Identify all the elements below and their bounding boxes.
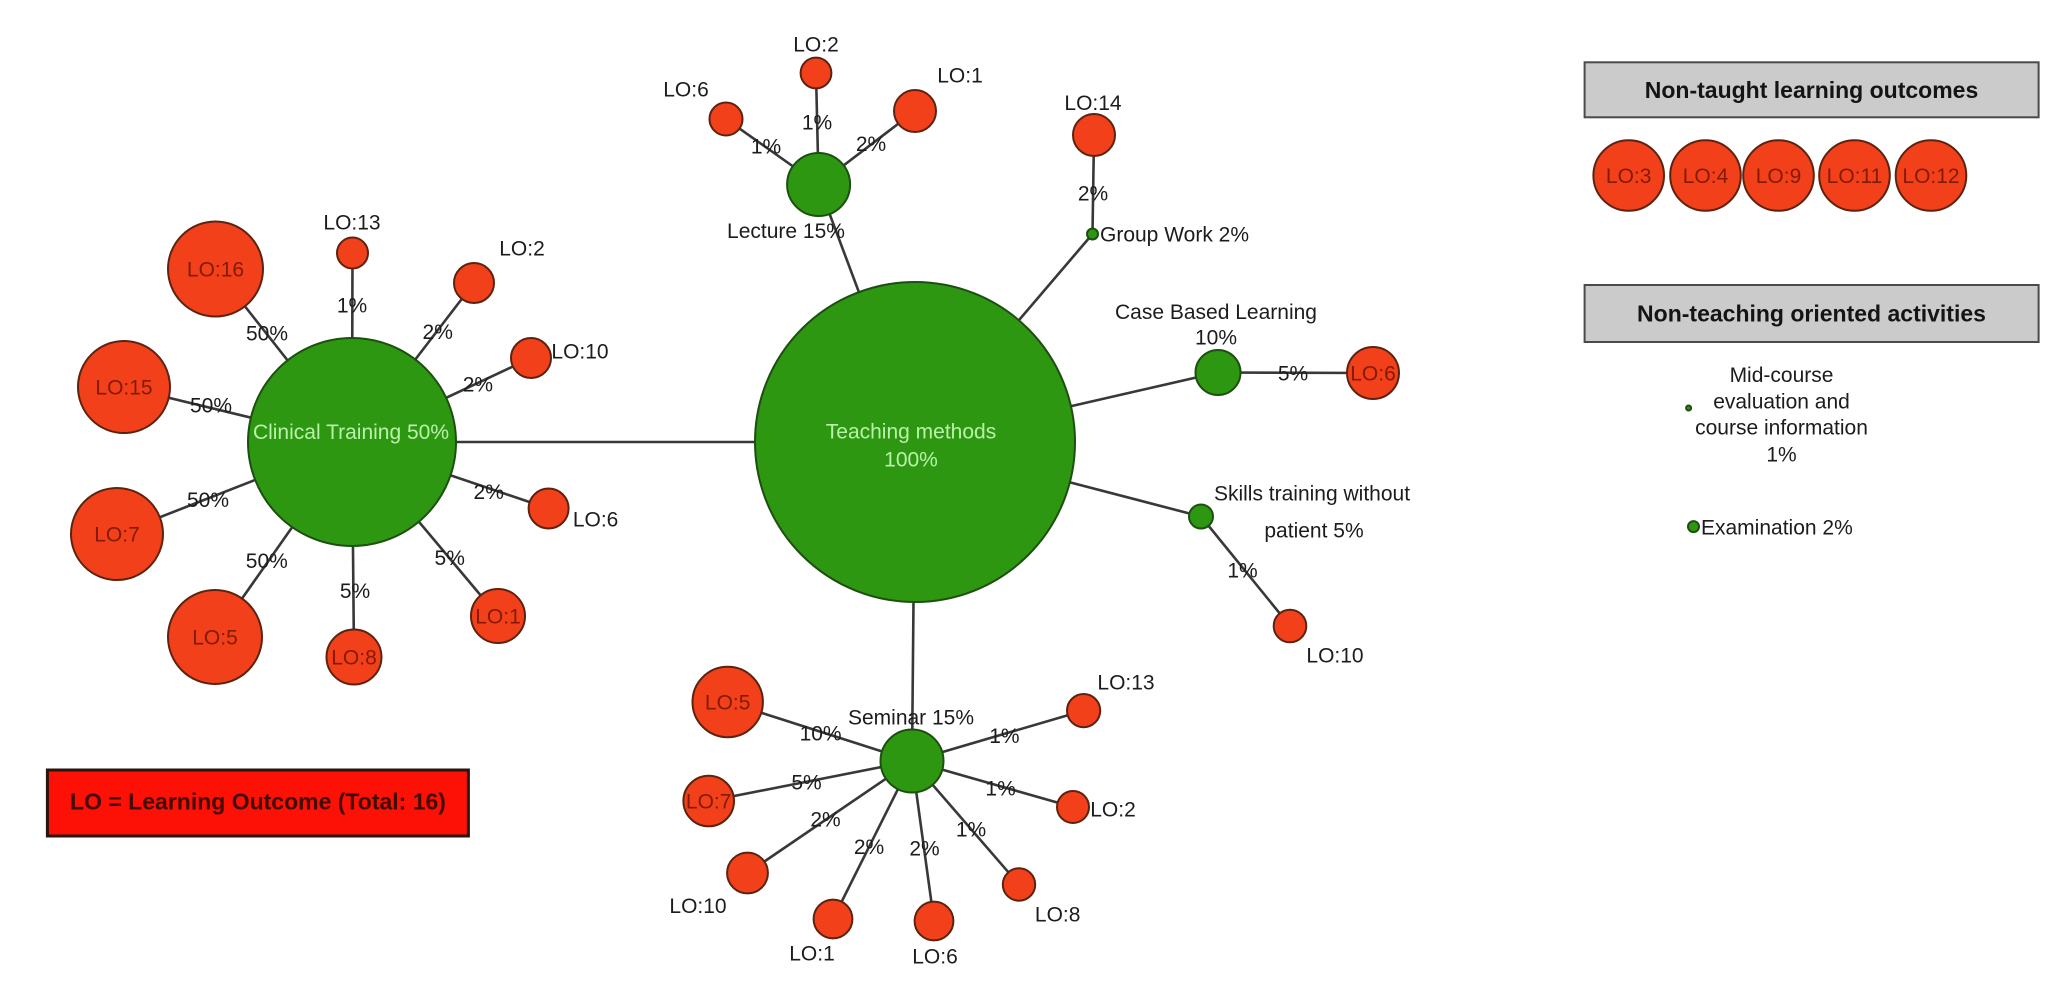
svg-text:LO:1: LO:1 <box>789 943 835 966</box>
svg-text:LO:1: LO:1 <box>937 65 983 88</box>
svg-text:LO:13: LO:13 <box>1097 672 1154 695</box>
svg-text:patient 5%: patient 5% <box>1264 520 1363 543</box>
svg-text:2%: 2% <box>474 481 504 504</box>
svg-text:1%: 1% <box>1227 560 1257 583</box>
svg-text:50%: 50% <box>187 489 229 512</box>
svg-text:Clinical Training 50%: Clinical Training 50% <box>253 421 449 444</box>
svg-text:LO:6: LO:6 <box>1350 363 1396 386</box>
svg-text:LO:15: LO:15 <box>95 377 152 400</box>
svg-text:100%: 100% <box>884 449 938 472</box>
svg-text:LO:5: LO:5 <box>705 692 751 715</box>
svg-text:50%: 50% <box>190 394 232 417</box>
svg-text:Non-teaching oriented activiti: Non-teaching oriented activities <box>1637 301 1986 327</box>
svg-text:10%: 10% <box>800 723 842 746</box>
svg-text:LO:2: LO:2 <box>1090 799 1136 822</box>
svg-text:Teaching methods: Teaching methods <box>826 421 996 444</box>
svg-text:LO:6: LO:6 <box>912 946 958 969</box>
svg-text:LO:9: LO:9 <box>1756 165 1802 188</box>
svg-text:10%: 10% <box>1195 327 1237 350</box>
svg-text:LO:7: LO:7 <box>94 524 140 547</box>
svg-text:LO:6: LO:6 <box>573 508 619 531</box>
svg-text:course information: course information <box>1695 417 1868 440</box>
svg-text:Skills training without: Skills training without <box>1214 483 1410 506</box>
svg-text:1%: 1% <box>751 136 781 159</box>
svg-text:LO:7: LO:7 <box>686 791 732 814</box>
svg-text:LO:2: LO:2 <box>499 238 545 261</box>
svg-text:5%: 5% <box>791 771 821 794</box>
svg-text:Non-taught learning outcomes: Non-taught learning outcomes <box>1645 77 1979 103</box>
svg-text:50%: 50% <box>246 550 288 573</box>
svg-text:1%: 1% <box>337 295 367 318</box>
svg-text:LO:2: LO:2 <box>793 34 839 57</box>
svg-text:2%: 2% <box>810 809 840 832</box>
svg-text:5%: 5% <box>1278 363 1308 386</box>
svg-text:LO:12: LO:12 <box>1902 165 1959 188</box>
svg-text:LO:8: LO:8 <box>1035 903 1081 926</box>
svg-text:2%: 2% <box>909 838 939 861</box>
svg-text:evaluation and: evaluation and <box>1713 391 1850 414</box>
svg-text:Seminar 15%: Seminar 15% <box>848 707 974 730</box>
svg-text:LO:3: LO:3 <box>1606 165 1652 188</box>
svg-text:LO:10: LO:10 <box>1306 645 1363 668</box>
svg-text:LO:5: LO:5 <box>192 627 238 650</box>
svg-text:1%: 1% <box>1766 444 1796 467</box>
svg-text:LO:4: LO:4 <box>1683 165 1729 188</box>
svg-text:2%: 2% <box>854 836 884 859</box>
svg-text:Mid-course: Mid-course <box>1730 364 1834 387</box>
svg-text:5%: 5% <box>340 580 370 603</box>
svg-text:LO = Learning Outcome (Total:: LO = Learning Outcome (Total: 16) <box>70 789 446 815</box>
svg-text:1%: 1% <box>989 725 1019 748</box>
svg-text:1%: 1% <box>802 112 832 135</box>
svg-text:LO:6: LO:6 <box>663 79 709 102</box>
svg-text:Group Work 2%: Group Work 2% <box>1100 224 1249 247</box>
svg-text:2%: 2% <box>423 321 453 344</box>
svg-text:LO:11: LO:11 <box>1827 165 1883 188</box>
svg-text:Examination 2%: Examination 2% <box>1701 517 1853 540</box>
svg-text:1%: 1% <box>985 778 1015 801</box>
svg-text:Case Based Learning: Case Based Learning <box>1115 301 1317 324</box>
svg-text:2%: 2% <box>1078 183 1108 206</box>
svg-text:LO:13: LO:13 <box>323 212 380 235</box>
svg-text:1%: 1% <box>956 819 986 842</box>
svg-text:5%: 5% <box>435 547 465 570</box>
svg-text:LO:1: LO:1 <box>475 606 521 629</box>
svg-text:LO:10: LO:10 <box>551 341 608 364</box>
svg-text:2%: 2% <box>856 133 886 156</box>
svg-text:50%: 50% <box>246 323 288 346</box>
svg-text:LO:16: LO:16 <box>187 259 244 282</box>
svg-text:LO:10: LO:10 <box>669 895 726 918</box>
svg-text:LO:14: LO:14 <box>1064 92 1122 115</box>
svg-text:2%: 2% <box>463 373 493 396</box>
svg-text:Lecture 15%: Lecture 15% <box>727 220 845 243</box>
svg-text:LO:8: LO:8 <box>331 647 377 670</box>
